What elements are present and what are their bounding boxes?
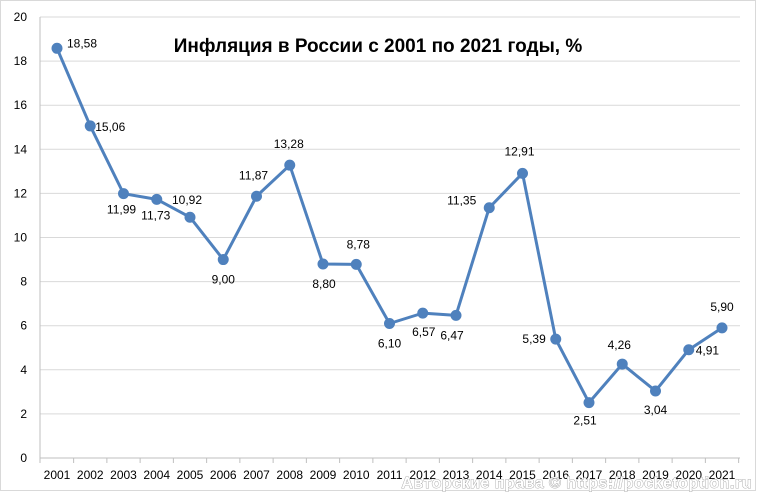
data-label-2010: 8,78 [347,237,371,251]
x-tick-label: 2016 [542,468,569,482]
y-tick-labels: 0 2 4 6 8 10 12 14 16 18 20 [14,10,28,465]
y-tick-label: 6 [20,319,27,333]
data-label-2008: 13,28 [274,137,304,151]
data-label-2007: 11,87 [239,168,268,182]
x-tick-label: 2020 [675,468,702,482]
data-label-2001: 18,58 [67,36,97,50]
x-tick-label: 2004 [143,468,170,482]
y-tick-label: 10 [14,231,28,245]
data-point-2004 [151,193,163,205]
x-tick-label: 2010 [343,468,370,482]
data-label-2003: 11,99 [107,203,136,217]
y-tick-label: 4 [20,363,27,377]
y-tick-label: 8 [20,275,27,289]
data-label-2014: 11,35 [447,194,476,208]
x-tick-label: 2017 [576,468,603,482]
x-tick-label: 2015 [509,468,536,482]
series-points [51,42,728,409]
y-tick-label: 2 [20,407,27,421]
chart-title: Инфляция в России с 2001 по 2021 годы, % [174,36,583,57]
y-tick-label: 12 [14,186,28,200]
data-point-2016 [550,333,562,345]
data-point-2009 [317,258,329,270]
y-tick-label: 18 [14,54,28,68]
data-label-2004: 11,73 [141,208,170,222]
data-label-2020: 4,91 [696,344,720,358]
data-label-2011: 6,10 [378,336,402,350]
data-label-2015: 12,91 [504,144,534,158]
data-point-2021 [716,322,728,334]
x-tick-label: 2002 [77,468,104,482]
watermark-text: Авторские права © https://pocketoption.r… [401,475,752,492]
data-label-2017: 2,51 [573,414,597,428]
data-point-2003 [118,188,129,200]
y-tick-label: 16 [14,98,28,112]
data-point-2014 [483,202,495,214]
y-tick-label: 0 [20,451,27,465]
data-point-2008 [284,159,296,171]
x-tick-label: 2007 [243,468,270,482]
data-label-2021: 5,90 [710,300,734,314]
x-tick-label: 2018 [609,468,636,482]
data-point-2005 [184,211,196,223]
data-point-2007 [251,190,262,202]
data-label-2009: 8,80 [312,277,336,291]
data-label-2018: 4,26 [608,338,632,352]
data-point-2012 [417,307,429,319]
data-label-2005: 10,92 [172,193,202,207]
data-point-2002 [84,120,96,132]
x-tick-label: 2012 [409,468,436,482]
data-point-2018 [616,358,628,370]
x-tick-labels: 2001 2002 2003 2004 2005 2006 2007 2008 2009 2010… [44,468,736,482]
data-label-2006: 9,00 [212,273,236,287]
data-point-2010 [350,258,362,270]
y-tick-label: 14 [14,142,28,156]
data-point-2019 [650,385,661,397]
x-tick-label: 2003 [110,468,137,482]
data-label-2019: 3,04 [644,403,668,417]
x-tick-label: 2021 [709,468,736,482]
x-tick-label: 2013 [443,468,470,482]
x-tick-label: 2011 [377,468,403,482]
data-point-2015 [517,167,528,179]
x-tick-label: 2001 [44,468,71,482]
x-tick-label: 2019 [642,468,669,482]
data-point-2006 [217,254,229,266]
data-label-2013: 6,47 [440,328,464,342]
x-tick-label: 2014 [476,468,503,482]
x-tick-label: 2009 [310,468,337,482]
axes [39,17,740,463]
y-tick-label: 20 [14,10,28,24]
data-label-2012: 6,57 [412,325,436,339]
x-tick-label: 2008 [276,468,303,482]
x-tick-label: 2005 [177,468,204,482]
data-point-2013 [450,309,462,321]
data-point-2017 [583,397,595,409]
data-point-2001 [51,42,63,54]
data-point-2020 [683,344,695,356]
data-label-2016: 5,39 [522,332,546,346]
grid-lines [40,16,740,415]
data-label-2002: 15,06 [95,120,125,134]
data-point-2011 [384,317,395,329]
x-tick-label: 2006 [210,468,237,482]
